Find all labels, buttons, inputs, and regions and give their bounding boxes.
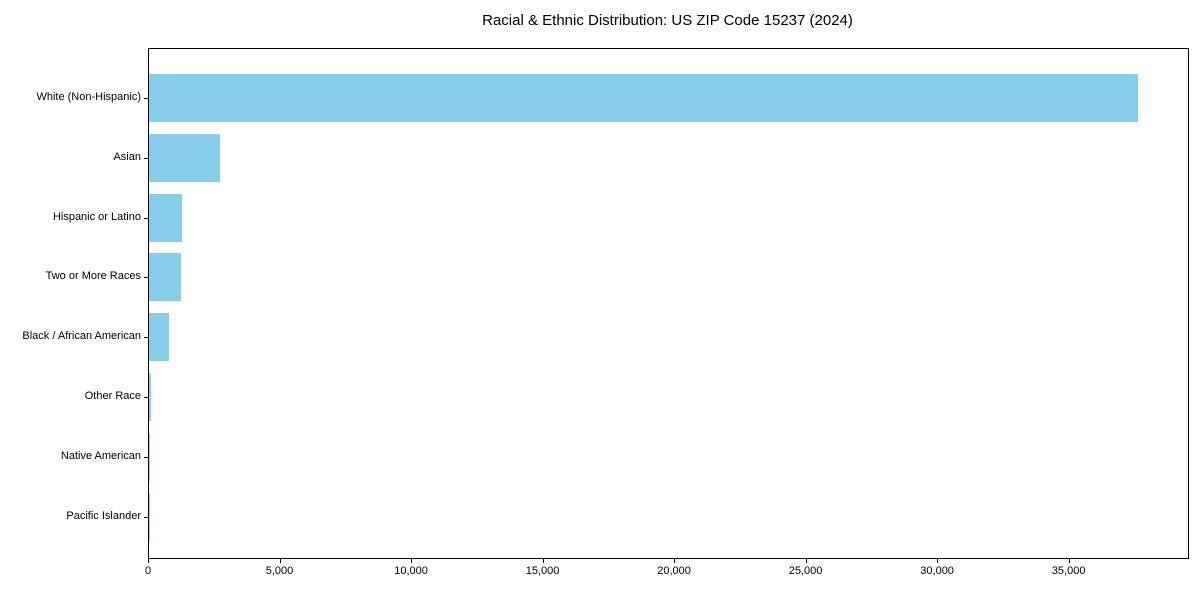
y-tick-label-hispanic-or-latino: Hispanic or Latino [52,210,141,223]
bar-two-or-more-races [149,253,182,302]
y-tick-mark-black-african-american [144,337,148,339]
x-tick-mark-30000 [937,559,939,563]
y-tick-label-black-african-american: Black / African American [22,330,141,343]
x-tick-mark-0 [148,559,149,563]
y-tick-label-two-or-more-races: Two or More Races [45,270,141,283]
chart-title: Racial & Ethnic Distribution: US ZIP Cod… [482,12,853,29]
bar-native-american [149,432,150,481]
x-tick-label-20000: 20,000 [657,565,691,577]
y-tick-mark-other-race [144,397,148,398]
y-tick-mark-pacific-islander [144,516,148,518]
y-tick-mark-two-or-more-races [144,277,148,279]
y-tick-mark-white-non-hispanic [144,98,148,99]
x-tick-mark-5000 [279,559,281,563]
x-tick-label-15000: 15,000 [525,565,560,577]
x-tick-label-5000: 5,000 [265,565,294,577]
bar-asian [149,133,221,182]
plot-area [144,48,1189,559]
bar-black-african-american [149,313,170,362]
bar-white-non-hispanic [149,74,1139,122]
y-tick-label-pacific-islander: Pacific Islander [66,509,141,522]
x-tick-label-10000: 10,000 [394,565,428,577]
y-tick-label-asian: Asian [113,150,141,163]
x-tick-mark-35000 [1068,559,1070,563]
x-tick-mark-15000 [542,559,544,563]
x-tick-mark-20000 [674,559,676,563]
bar-other-race [149,373,151,421]
y-tick-label-white-non-hispanic: White (Non-Hispanic) [36,91,141,103]
x-tick-label-25000: 25,000 [788,565,823,577]
y-tick-mark-hispanic-or-latino [144,217,148,219]
x-tick-label-35000: 35,000 [1051,565,1086,577]
x-tick-mark-25000 [805,559,807,563]
x-tick-mark-10000 [411,559,413,563]
x-tick-label-30000: 30,000 [920,565,954,577]
x-tick-label-0: 0 [144,565,152,577]
y-tick-mark-native-american [144,456,148,458]
bar-hispanic-or-latino [149,193,182,242]
y-tick-mark-asian [144,157,148,159]
y-tick-label-other-race: Other Race [84,390,141,402]
y-tick-label-native-american: Native American [60,449,141,462]
